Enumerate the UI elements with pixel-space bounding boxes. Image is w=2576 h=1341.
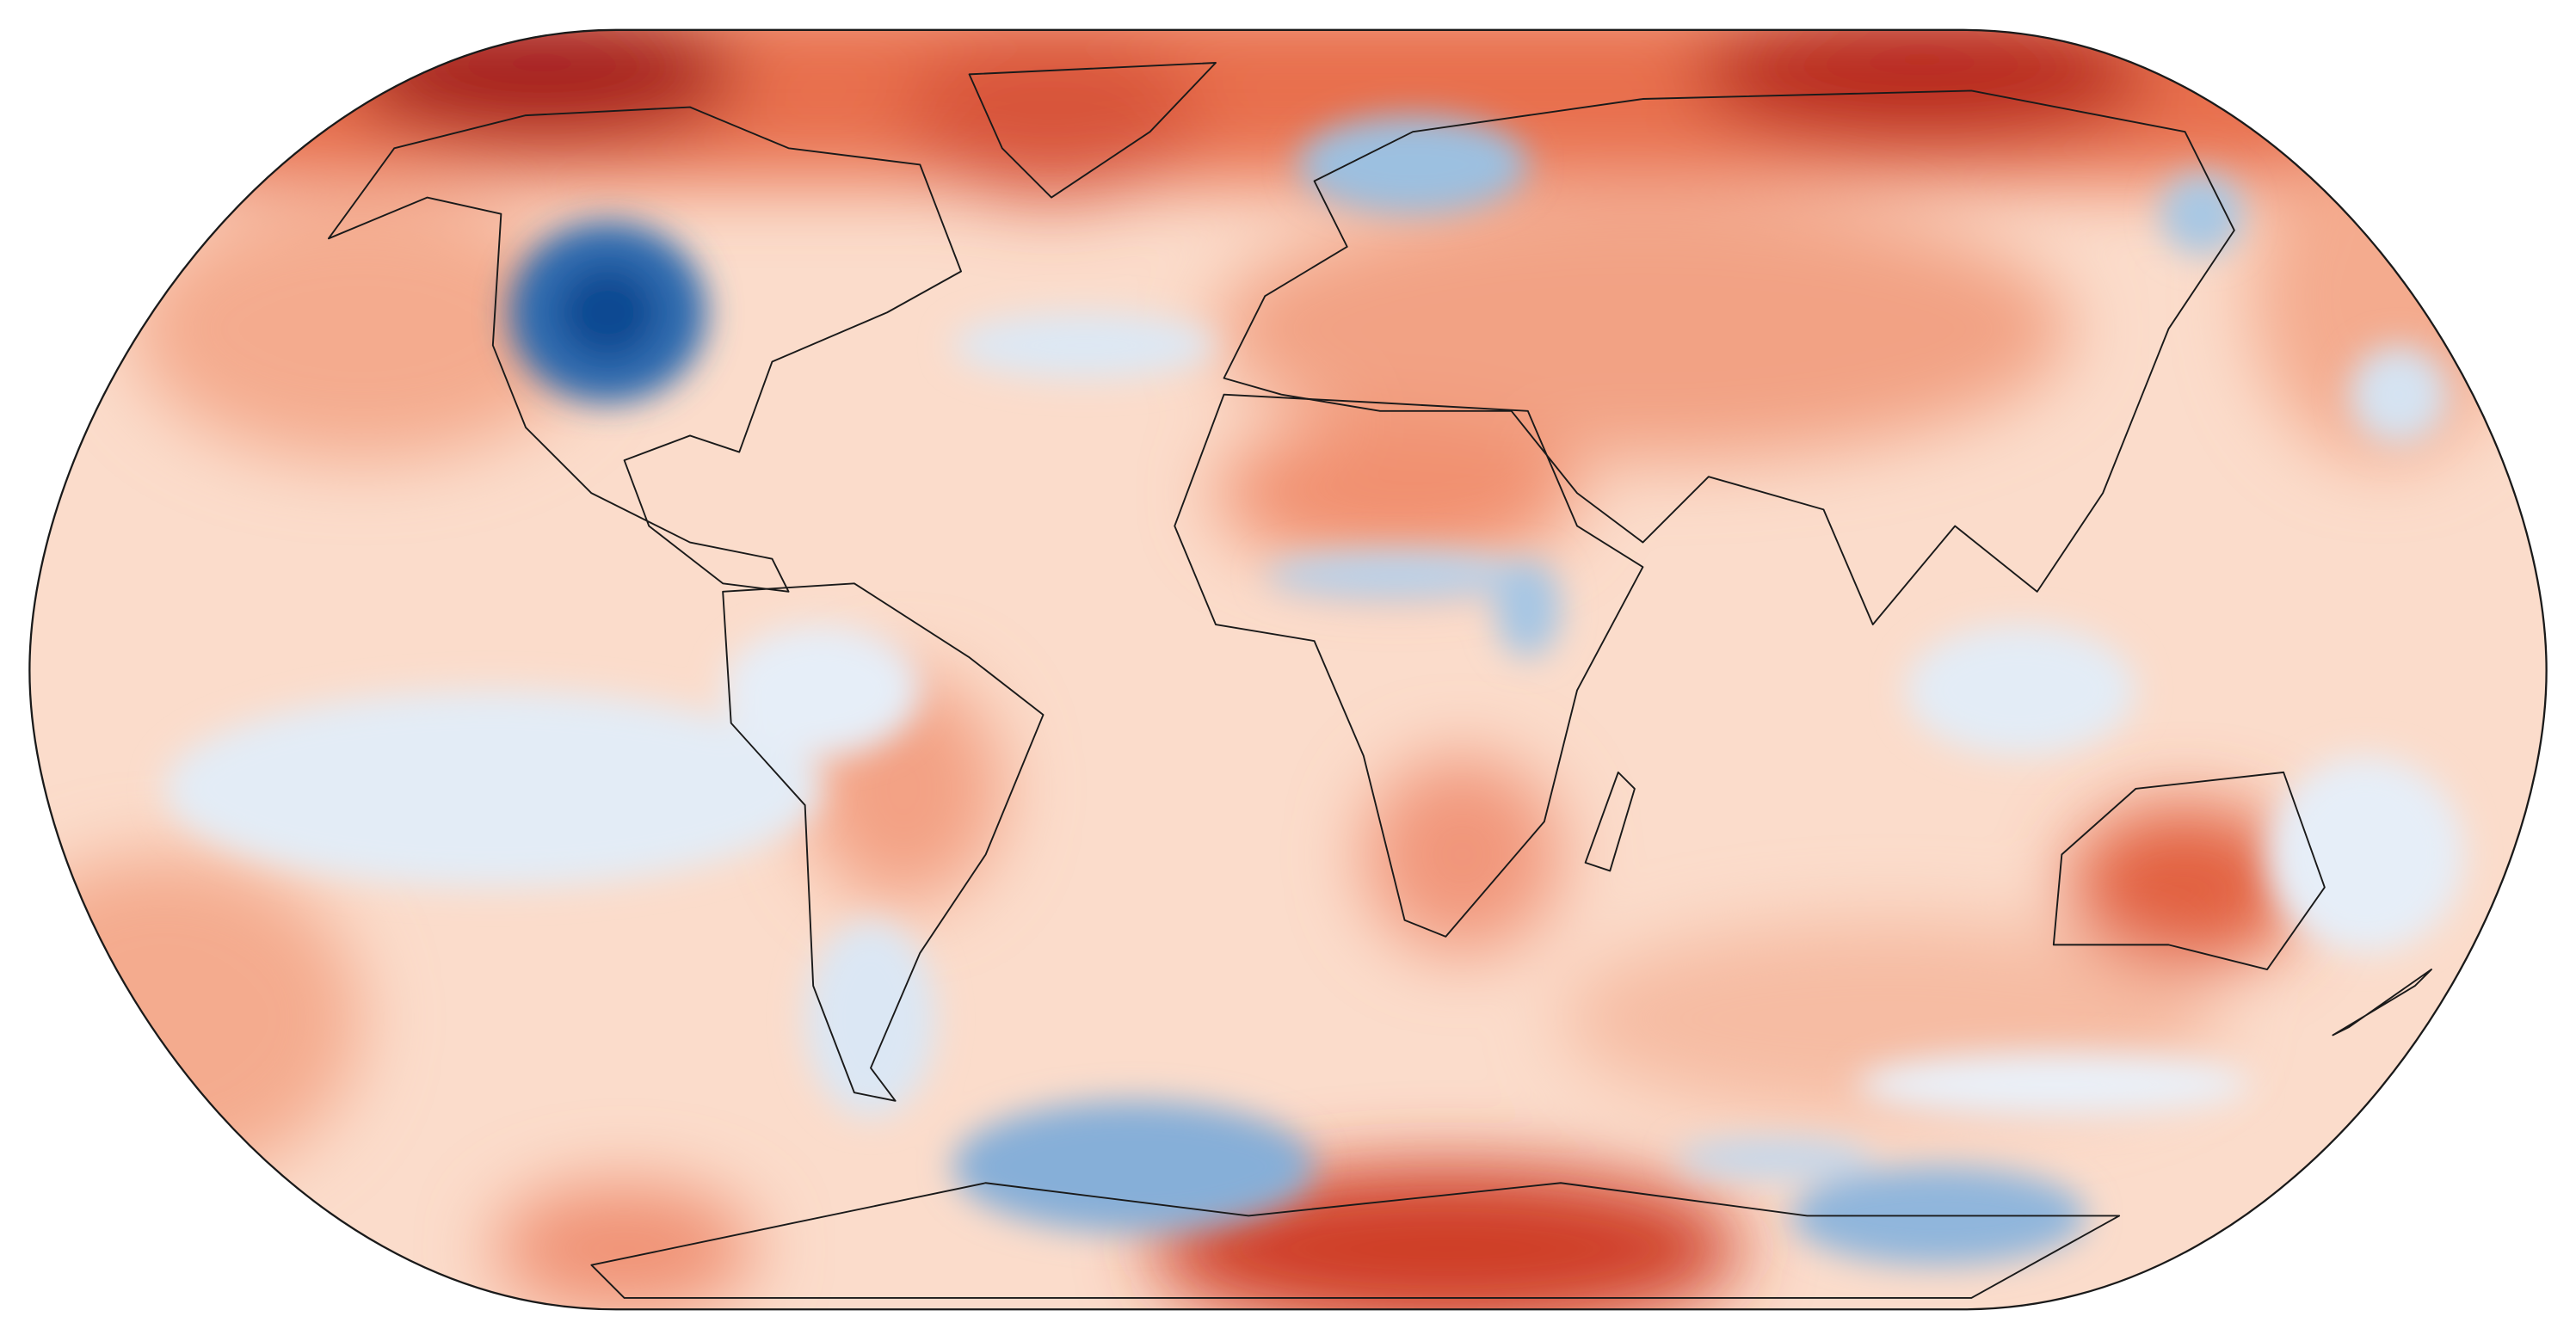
coastlines [327, 62, 2432, 1299]
antarctica [590, 1182, 2121, 1299]
australia [2052, 771, 2326, 970]
africa [1174, 393, 1644, 938]
north-america [327, 106, 962, 593]
map-border [28, 28, 2548, 1311]
south-america [722, 582, 1045, 1102]
new-zealand [2332, 969, 2432, 1037]
eurasia [1223, 89, 2235, 625]
greenland [968, 62, 1217, 199]
madagascar [1584, 771, 1636, 872]
